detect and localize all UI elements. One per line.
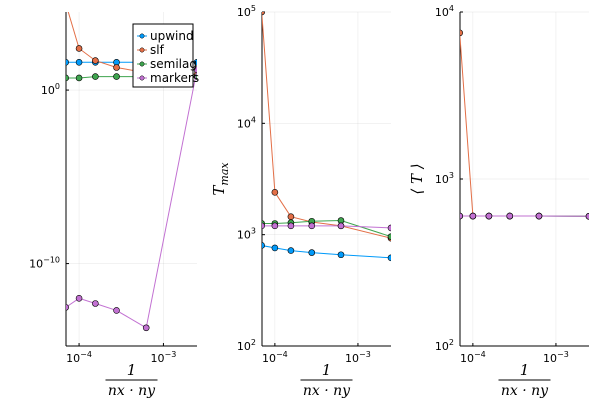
data-point-semilag [75,74,83,82]
data-point-semilag [92,73,99,80]
data-point-upwind [262,242,265,249]
data-point-markers [337,222,345,230]
data-point-slf [92,57,99,64]
legend-entry-semilag: semilag [150,57,197,71]
data-point-slf [460,29,463,37]
y-axis-label: Tmax [210,162,231,196]
x-axis-label: 1 nx · ny [105,361,158,399]
y-axis-label: ⟨ T ⟩ [408,163,426,194]
data-point-upwind [308,249,316,256]
y-tick-label: 103 [435,171,454,186]
x-tick-label: 10−3 [543,350,569,365]
data-point-upwind [75,58,83,66]
legend-entry-slf: slf [150,43,165,57]
series-line-slf [262,12,391,239]
data-point-upwind [287,247,295,254]
x-axis-label-denominator: nx · ny [108,383,156,399]
legend-entry-markers: markers [150,71,199,85]
legend-swatch-marker [139,47,145,53]
data-point-markers [92,300,99,307]
data-point-markers [485,212,493,220]
data-point-upwind [66,58,69,66]
data-point-markers [506,212,514,220]
y-tick-label: 104 [435,4,454,19]
data-point-markers [142,324,150,332]
y-tick-label: 102 [435,338,454,353]
data-point-slf [271,189,279,196]
x-axis-label: 1 nx · ny [498,361,551,399]
data-point-slf [113,64,120,71]
data-point-markers [308,222,316,230]
x-tick-label: 10−4 [262,350,288,365]
legend-entry-upwind: upwind [150,29,194,43]
series-line-markers [262,225,391,229]
y-tick-label: 105 [237,4,256,19]
x-tick-label: 10−4 [66,350,92,365]
series-line-upwind [262,245,391,259]
data-point-markers [193,66,197,73]
y-tick-label: 100 [41,82,60,97]
panel-3: 10−4 10−3 102 103 104 1 nx · ny ⟨ T ⟩ [408,4,589,399]
x-tick-label: 10−3 [345,350,371,365]
data-point-markers [113,307,120,314]
data-point-markers [271,222,279,230]
x-tick-label: 10−4 [460,350,486,365]
series-line-markers [66,69,197,329]
data-point-markers [262,222,265,230]
x-tick-label: 10−3 [151,350,177,365]
data-point-markers [387,224,391,232]
legend-swatch-marker [139,75,145,81]
x-axis-label-numerator: 1 [520,361,530,379]
data-point-markers [287,222,295,230]
y-tick-label: 103 [237,227,256,242]
legend-swatch-marker [139,33,145,39]
data-point-semilag [66,74,69,82]
data-point-semilag [387,233,391,240]
y-tick-label: 104 [237,115,256,130]
data-point-markers [585,212,589,220]
data-point-markers [66,304,69,311]
data-point-slf [63,0,69,6]
data-point-slf [75,45,83,52]
data-point-upwind [387,254,391,262]
x-axis-label-numerator: 1 [127,361,137,379]
series-line-slf [460,32,589,217]
data-point-semilag [113,73,120,80]
data-point-markers [75,294,83,302]
data-point-upwind [337,251,345,259]
x-axis-label-denominator: nx · ny [501,383,549,399]
data-point-markers [469,212,477,220]
data-point-upwind [271,244,279,252]
plot-area [262,12,391,262]
data-point-markers [460,212,463,220]
y-tick-label: 10−10 [29,256,60,271]
y-tick-label: 102 [237,338,256,353]
data-point-markers [535,212,543,220]
panel-1: 10−4 10−3 100 10−10 1 nx · ny upwindslfsemilag… [29,0,199,399]
data-point-upwind [193,58,197,66]
x-axis-label-denominator: nx · ny [303,383,351,399]
data-point-slf [262,12,265,16]
x-axis-label-numerator: 1 [322,361,332,379]
data-point-slf [287,213,295,221]
legend-swatch-marker [139,61,145,67]
series-line-semilag [262,219,391,238]
plot-area [460,29,589,220]
panel-2: 10−4 10−3 102 103 104 105 1 nx · ny Tmax [210,4,391,399]
x-axis-label: 1 nx · ny [300,361,353,399]
